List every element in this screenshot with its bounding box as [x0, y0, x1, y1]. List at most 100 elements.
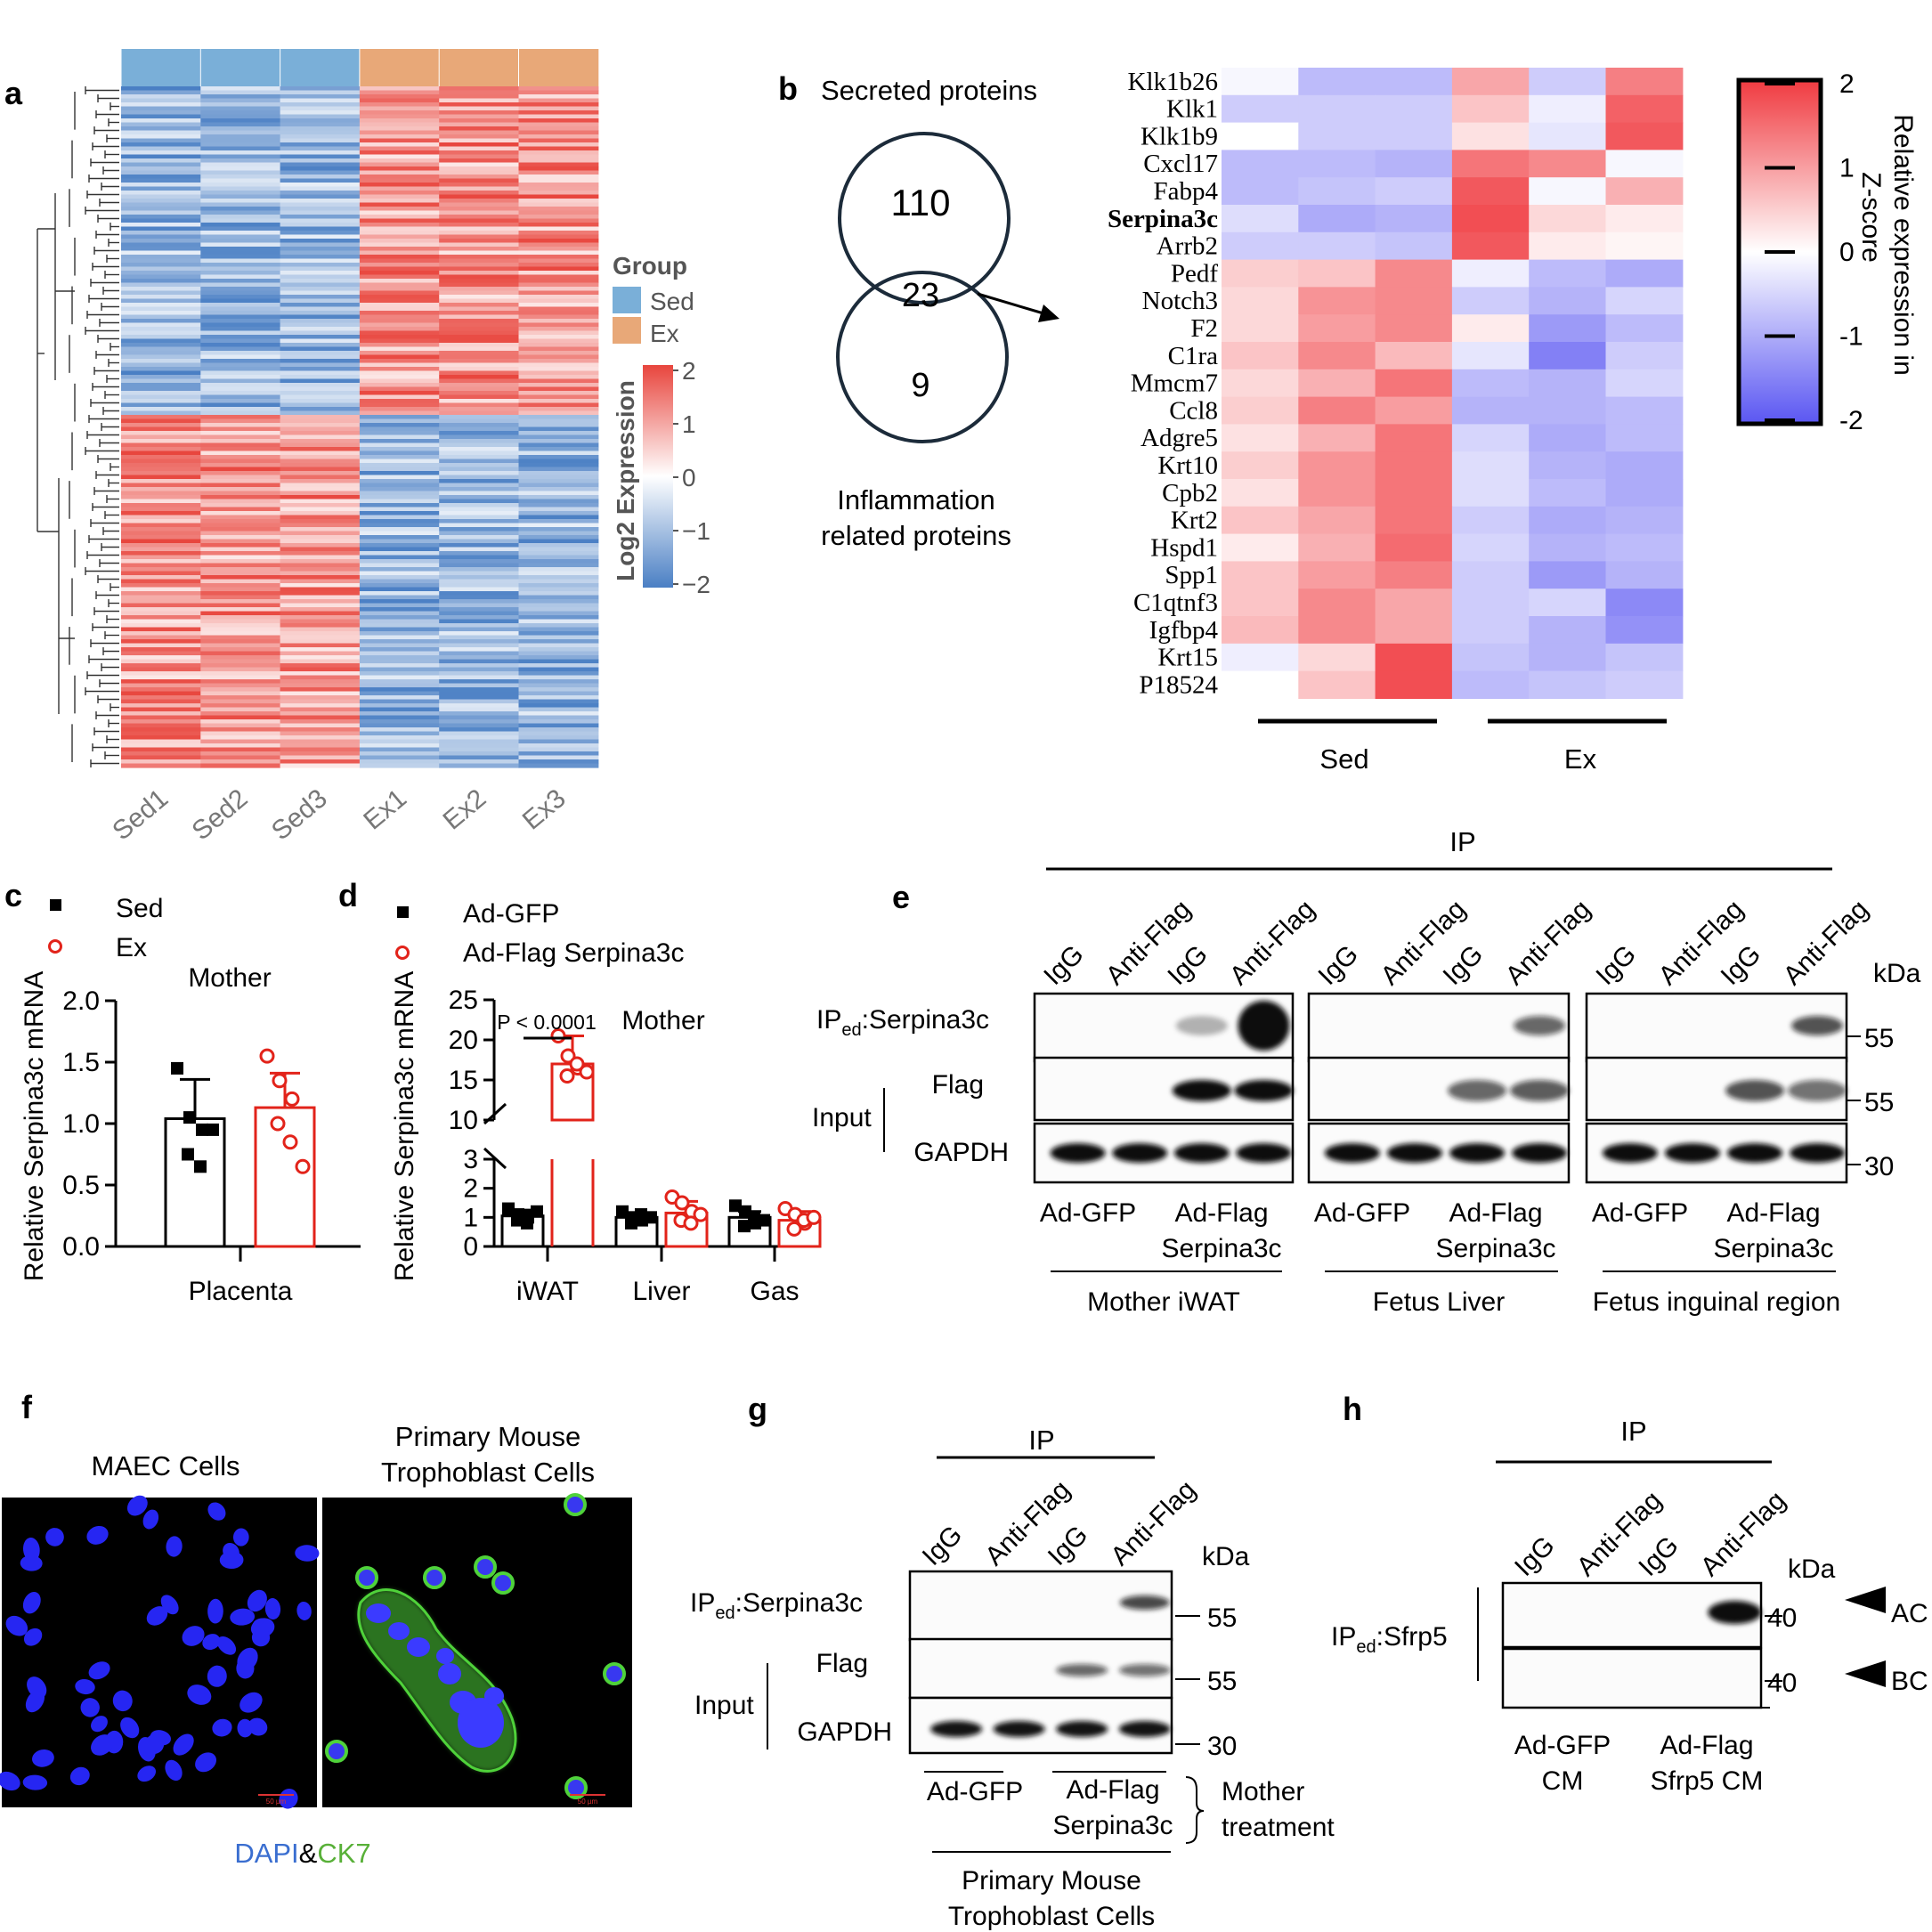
chart-c: 0.0 0.5 1.0 1.5 2.0: [62, 986, 361, 1262]
heatmap-a-cell: [439, 202, 520, 207]
heatmap-a-cell: [439, 134, 520, 140]
heatmap-a-cell: [280, 394, 361, 400]
heatmap-a-cell: [518, 175, 599, 180]
heatmap-b-cell: [1529, 589, 1607, 617]
dapi-nucleus: [247, 1589, 267, 1612]
heatmap-a-cell: [121, 683, 201, 688]
heatmap-a-cell: [359, 442, 440, 448]
heatmap-a-cell: [439, 635, 520, 640]
chart-d-ylabel: Relative Serpina3c mRNA: [390, 971, 419, 1281]
h-arrow-bc: [1845, 1660, 1886, 1687]
heatmap-b-cell: [1605, 369, 1684, 398]
legend-marker-ex: [48, 939, 62, 954]
heatmap-a-cell: [280, 102, 361, 108]
heatmap-a-cell: [439, 351, 520, 356]
heatmap-a-cell: [200, 98, 281, 103]
heatmap-a-cell: [518, 194, 599, 199]
heatmap-a-cell: [121, 723, 201, 728]
heatmap-a-cell: [518, 707, 599, 712]
heatmap-a-cell: [518, 255, 599, 260]
ck7-cell-round: [564, 1493, 587, 1516]
heatmap-a-cell: [439, 98, 520, 103]
heatmap-a-cell: [121, 563, 201, 568]
heatmap-a-cell: [439, 595, 520, 600]
heatmap-b-cell: [1375, 506, 1453, 535]
dapi-nucleus: [187, 1684, 212, 1705]
heatmap-a-cell: [518, 98, 599, 103]
heatmap-a-cell: [280, 455, 361, 460]
heatmap-a-cell: [359, 263, 440, 268]
heatmap-b-cell: [1375, 205, 1453, 233]
heatmap-a-cell: [200, 250, 281, 256]
heatmap-b-cell: [1451, 231, 1530, 261]
heatmap-a-cell: [200, 503, 281, 508]
heatmap-a-cell: [121, 619, 201, 624]
chart-d-y-tick-label: 1: [463, 1203, 478, 1232]
heatmap-a-cell: [359, 226, 440, 231]
heatmap-a-cell: [518, 266, 599, 272]
gene-label-serpina3c: Serpina3c: [1108, 205, 1218, 233]
heatmap-b-cell: [1451, 342, 1530, 370]
heatmap-a-cell: [200, 154, 281, 159]
heatmap-a-cell: [518, 495, 599, 500]
heatmap-a-cell: [439, 207, 520, 212]
heatmap-a-cell: [518, 471, 599, 476]
heatmap-b-cell: [1605, 561, 1684, 589]
h-mw-label: 40: [1767, 1603, 1797, 1633]
heatmap-a-cell: [121, 579, 201, 584]
heatmap-a-cell: [439, 247, 520, 252]
heatmap-a-cell: [121, 126, 201, 132]
heatmap-a-cell: [518, 319, 599, 324]
heatmap-a-cell: [518, 394, 599, 400]
heatmap-a-cell: [439, 158, 520, 164]
heatmap-a-cell: [200, 231, 281, 236]
heatmap-a-cell: [280, 567, 361, 572]
chart-d-y-tick-label: 20: [449, 1026, 478, 1055]
heatmap-a-cell: [518, 631, 599, 637]
heatmap-a-cell: [518, 362, 599, 368]
heatmap-a-cell: [200, 491, 281, 496]
e-band-gapdh: [1236, 1143, 1292, 1163]
heatmap-a-cell: [439, 475, 520, 480]
heatmap-a-cell: [359, 707, 440, 712]
heatmap-a-cell: [280, 351, 361, 356]
heatmap-a-cell: [518, 226, 599, 231]
heatmap-a-cell: [439, 146, 520, 151]
gene-label-notch3: Notch3: [1142, 287, 1218, 315]
heatmap-a-cell: [280, 354, 361, 360]
heatmap-a-cell: [200, 223, 281, 228]
heatmap-a-cell: [359, 166, 440, 172]
heatmap-a-cell: [439, 130, 520, 135]
chart-d-point-gfp: [625, 1216, 637, 1230]
heatmap-a-cell: [200, 531, 281, 536]
heatmap-a-cell: [518, 282, 599, 288]
heatmap-a-cell: [280, 459, 361, 464]
heatmap-b-cell: [1451, 68, 1530, 96]
heatmap-a-cell: [121, 359, 201, 364]
g-ip-label: IP: [1028, 1425, 1054, 1456]
heatmap-b-cell: [1222, 561, 1299, 589]
h-band-ac: [1708, 1601, 1762, 1624]
e-band-gapdh: [1324, 1143, 1380, 1163]
heatmap-a-cell: [439, 643, 520, 648]
heatmap-a-cell: [359, 591, 440, 597]
heatmap-a-cell: [518, 223, 599, 228]
heatmap-a-cell: [121, 511, 201, 516]
heatmap-a-cell: [280, 255, 361, 260]
heatmap-a-cell: [359, 158, 440, 164]
h-group1-1: Ad-GFP: [1514, 1731, 1611, 1760]
heatmap-a-cell: [121, 327, 201, 332]
heatmap-a-cell: [439, 114, 520, 119]
heatmap-a-cell: [439, 327, 520, 332]
chart-d-point-flag: [579, 1064, 595, 1080]
panel-label-c: c: [4, 877, 22, 913]
heatmap-a-cell: [280, 90, 361, 95]
heatmap-a-cell: [518, 142, 599, 148]
dapi-nucleus: [69, 1766, 90, 1786]
heatmap-a-cell: [439, 335, 520, 340]
chart-c-y-tick-label: 1.0: [62, 1109, 100, 1139]
heatmap-a-cell: [121, 102, 201, 108]
heatmap-a-cell: [280, 322, 361, 328]
heatmap-a-cell: [359, 531, 440, 536]
